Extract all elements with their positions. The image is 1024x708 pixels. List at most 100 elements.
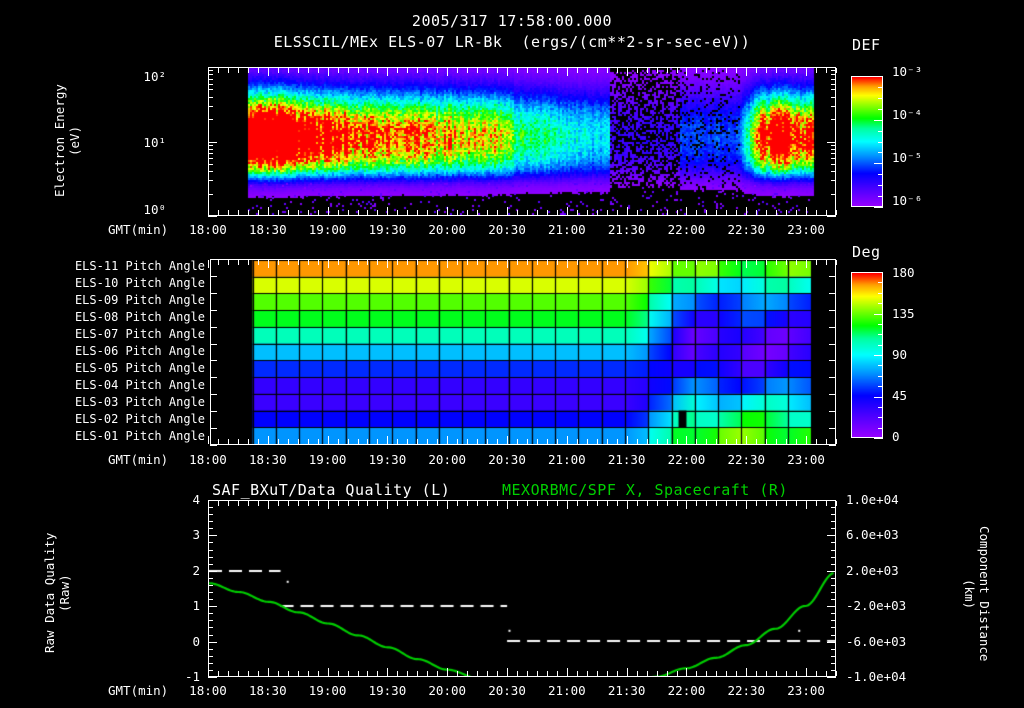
bottom-ytick-right-5: -1.0e+04 <box>846 669 907 684</box>
axis-tick <box>208 521 213 522</box>
pitch-angle-row-label-8: ELS-08 Pitch Angle <box>74 310 205 325</box>
axis-tick <box>208 171 213 172</box>
xtick-label-2300: 23:00 <box>787 452 825 467</box>
axis-tick <box>367 260 368 265</box>
xtick-label-2030: 20:30 <box>488 222 526 237</box>
axis-tick <box>218 68 219 73</box>
axis-tick <box>637 671 638 676</box>
axis-tick <box>397 68 398 73</box>
axis-tick <box>736 439 737 444</box>
axis-tick <box>776 210 777 215</box>
axis-tick <box>627 260 628 268</box>
axis-tick <box>208 501 209 509</box>
top-panel-plotbox[interactable] <box>208 67 836 216</box>
axis-tick <box>647 68 648 73</box>
axis-tick <box>208 164 213 165</box>
axis-tick <box>417 260 418 265</box>
axis-tick <box>358 501 359 506</box>
axis-tick <box>637 210 638 215</box>
xtick-label-1930: 19:30 <box>368 222 407 237</box>
axis-tick <box>437 439 438 444</box>
axis-tick <box>487 439 488 444</box>
axis-tick <box>228 260 229 265</box>
axis-tick <box>647 501 648 506</box>
axis-tick <box>407 68 408 73</box>
axis-tick <box>288 671 289 676</box>
axis-tick <box>577 210 578 215</box>
axis-tick <box>831 194 836 195</box>
xtick-label-2130: 21:30 <box>607 683 646 698</box>
mid-panel-plotbox[interactable] <box>210 259 836 445</box>
axis-tick <box>878 152 883 153</box>
axis-tick <box>756 439 757 444</box>
axis-tick <box>607 439 608 444</box>
axis-tick <box>487 210 488 215</box>
page-title-timestamp: 2005/317 17:58:00.000 <box>411 12 613 30</box>
axis-tick <box>507 260 508 268</box>
axis-tick <box>557 671 558 676</box>
axis-tick <box>776 439 777 444</box>
axis-tick <box>467 210 468 215</box>
pitch-angle-grid[interactable] <box>211 260 835 444</box>
axis-tick <box>537 210 538 215</box>
axis-tick <box>208 663 213 664</box>
axis-tick <box>210 344 217 345</box>
axis-tick <box>736 501 737 506</box>
bottom-panel-plotbox[interactable] <box>208 500 836 677</box>
axis-tick <box>878 282 883 283</box>
axis-tick <box>706 501 707 506</box>
axis-tick <box>437 671 438 676</box>
axis-tick <box>228 68 229 73</box>
axis-tick <box>796 439 797 444</box>
axis-tick <box>716 439 717 444</box>
axis-tick <box>387 436 388 444</box>
axis-tick <box>567 68 568 76</box>
axis-tick <box>831 557 836 558</box>
axis-tick <box>348 439 349 444</box>
axis-tick <box>208 216 217 217</box>
axis-tick <box>831 635 836 636</box>
axis-tick <box>328 436 329 444</box>
axis-tick <box>268 668 269 676</box>
axis-tick <box>587 260 588 265</box>
electron-energy-spectrogram[interactable] <box>209 68 835 215</box>
xtick-label-2030: 20:30 <box>488 683 526 698</box>
axis-tick <box>878 376 883 377</box>
xtick-label-1900: 19:00 <box>308 452 347 467</box>
axis-tick <box>218 501 219 506</box>
axis-tick <box>657 68 658 73</box>
axis-tick <box>776 501 777 506</box>
data-quality-and-distance-plot[interactable] <box>209 501 835 676</box>
axis-tick <box>208 260 209 268</box>
axis-tick <box>228 501 229 506</box>
axis-tick <box>208 571 217 572</box>
axis-tick <box>507 668 508 676</box>
axis-tick <box>657 501 658 506</box>
axis-tick <box>826 501 827 506</box>
axis-tick <box>497 260 498 265</box>
axis-tick <box>447 436 448 444</box>
axis-tick <box>831 670 836 671</box>
axis-tick <box>358 210 359 215</box>
bottom-ytick-left-3: 3 <box>192 527 200 543</box>
axis-tick <box>806 501 807 509</box>
def-colorbar[interactable] <box>851 76 883 207</box>
axis-tick <box>831 592 836 593</box>
axis-tick <box>397 439 398 444</box>
axis-tick <box>831 106 836 107</box>
axis-tick <box>831 149 836 150</box>
axis-tick <box>208 585 213 586</box>
top-ytick-1e2: 10² <box>143 69 166 84</box>
axis-tick <box>517 501 518 506</box>
axis-tick <box>208 158 213 159</box>
axis-tick <box>836 501 837 506</box>
axis-tick <box>497 501 498 506</box>
axis-tick <box>726 68 727 73</box>
axis-tick <box>278 439 279 444</box>
xtick-label-2300: 23:00 <box>787 222 825 237</box>
axis-tick <box>686 436 687 444</box>
axis-tick <box>878 109 883 110</box>
xtick-label-1930: 19:30 <box>368 683 407 698</box>
axis-tick <box>328 68 329 76</box>
axis-tick <box>328 207 329 215</box>
